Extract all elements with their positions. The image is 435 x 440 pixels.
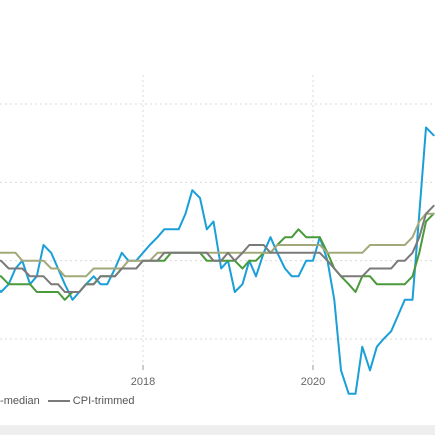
legend-label-trimmed: CPI-trimmed [72,395,135,407]
series-line-0 [0,126,435,395]
legend: I-median CPI-trimmed [0,393,143,409]
legend-item-trimmed: CPI-trimmed [47,395,135,407]
legend-swatch-trimmed [47,400,70,402]
footer-band [0,425,435,435]
legend-label-median: I-median [0,395,40,407]
series-line-3 [0,204,435,293]
gridlines [0,103,435,340]
legend-item-median: I-median [0,395,40,407]
x-tick-label-2020: 2020 [301,376,325,388]
x-tick-label-2018: 2018 [131,376,155,388]
x-axis-ticks: 2018 2020 [131,365,325,388]
series-lines [0,126,435,395]
vertical-gridlines [142,75,314,365]
